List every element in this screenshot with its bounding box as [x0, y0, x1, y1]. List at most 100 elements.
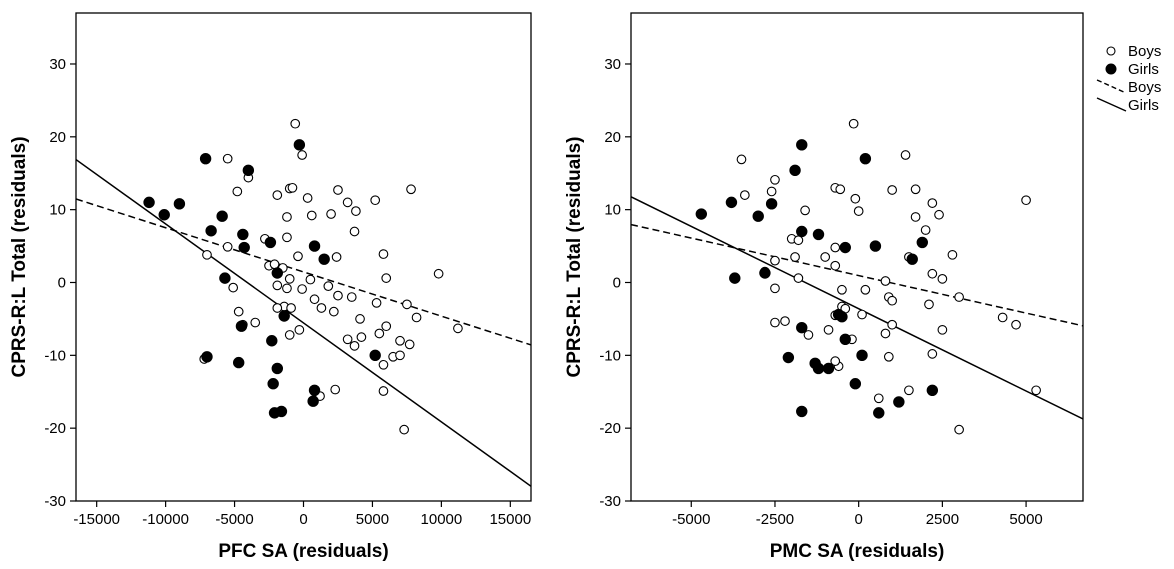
boys-data-point — [381, 321, 392, 332]
girls-data-point — [822, 362, 835, 375]
boys-data-point — [290, 118, 301, 129]
girls-data-point — [201, 351, 213, 363]
girls-data-point — [859, 152, 872, 165]
y-tick-label: -30 — [44, 493, 66, 510]
boys-data-point — [837, 284, 847, 295]
boys-data-point — [900, 150, 911, 160]
boys-data-point — [233, 306, 244, 317]
boys-data-point — [202, 249, 212, 260]
boys-data-point — [739, 190, 750, 200]
boys-data-point — [302, 193, 313, 203]
boys-data-point — [269, 259, 280, 270]
boys-data-point — [793, 235, 804, 246]
girls-data-point — [271, 362, 284, 375]
boys-data-point — [770, 283, 780, 294]
girls-data-point — [232, 356, 245, 369]
legend-dashed-line-icon — [1096, 79, 1127, 94]
boys-data-point — [330, 384, 341, 395]
girls-data-point — [293, 139, 306, 151]
boys-data-point — [736, 154, 747, 165]
y-tick-label: 30 — [604, 56, 621, 73]
legend-label: Girls — [1128, 97, 1159, 114]
y-tick-label: -20 — [44, 420, 66, 437]
girls-data-point — [752, 210, 764, 222]
chart-panel-2: -5000 -2500 0 2500 5000 30 20 10 0 -10 -20 -30 PMC S… — [564, 12, 1084, 562]
boys-data-point — [232, 186, 243, 197]
y-tick-label: 10 — [49, 202, 66, 219]
legend-solid-line-icon — [1096, 97, 1127, 112]
girls-data-point — [318, 253, 330, 265]
boys-data-point — [306, 210, 317, 221]
girls-data-point — [173, 198, 186, 210]
boys-data-point — [294, 324, 305, 335]
x-tick-label: -15000 — [73, 511, 120, 528]
boys-data-point — [411, 312, 422, 323]
x-axis-title: PMC SA (residuals) — [770, 541, 945, 562]
boys-data-point — [331, 252, 342, 262]
boys-data-point — [887, 319, 898, 330]
boys-data-point — [293, 251, 303, 262]
boys-data-point — [342, 197, 353, 208]
boys-data-point — [927, 198, 938, 208]
boys-data-point — [954, 424, 964, 435]
boys-data-point — [404, 339, 415, 350]
boys-data-point — [927, 349, 938, 359]
boys-data-point — [326, 209, 336, 219]
girls-data-point — [729, 272, 741, 284]
boys-data-point — [860, 284, 871, 295]
y-tick-label: -20 — [599, 420, 621, 437]
girls-data-point — [796, 139, 808, 151]
boys-data-point — [374, 328, 385, 339]
boys-data-point — [766, 186, 777, 197]
boys-data-point — [770, 317, 780, 328]
boys-fit-line — [76, 198, 531, 346]
boys-data-point — [284, 274, 295, 284]
girls-data-point — [849, 378, 862, 390]
girls-data-point — [242, 164, 255, 177]
boys-data-point — [924, 299, 934, 310]
boys-data-point — [402, 299, 412, 310]
girls-data-point — [725, 196, 738, 209]
boys-data-point — [800, 205, 810, 216]
boys-data-point — [323, 281, 334, 291]
y-axis-title: CPRS-R:L Total (residuals) — [9, 136, 30, 377]
x-tick-label: 0 — [299, 511, 307, 528]
girls-data-point — [219, 272, 231, 284]
y-axis-title: CPRS-R:L Total (residuals) — [564, 136, 585, 377]
boys-data-point — [342, 334, 353, 345]
boys-data-point — [222, 153, 233, 164]
boys-data-point — [850, 193, 861, 204]
boys-data-point — [378, 359, 389, 370]
y-tick-label: -30 — [599, 493, 621, 510]
boys-data-point — [282, 283, 292, 294]
boys-data-point — [848, 118, 859, 129]
boys-data-point — [780, 316, 790, 326]
x-tick-label: -5000 — [215, 511, 253, 528]
girls-data-point — [906, 253, 918, 265]
boys-data-point — [282, 232, 292, 243]
boys-data-point — [228, 282, 239, 293]
girls-data-point — [275, 405, 288, 418]
boys-data-point — [803, 330, 814, 340]
girls-data-point — [199, 152, 212, 165]
boys-data-point — [927, 268, 938, 279]
boys-data-point — [378, 249, 389, 259]
girls-data-point — [238, 241, 250, 254]
legend-label: Boys — [1128, 79, 1161, 96]
boys-data-point — [395, 335, 405, 346]
y-tick-label: 20 — [49, 129, 66, 146]
boys-data-point — [272, 303, 283, 313]
girls-data-point — [264, 236, 277, 249]
girls-data-point — [271, 267, 284, 279]
chart-panel-1: -15000 -10000 -5000 0 5000 10000 15000 30 20 10 0 -… — [9, 12, 532, 562]
boys-data-point — [934, 209, 944, 220]
boys-data-point — [297, 284, 307, 294]
y-tick-label: 30 — [49, 56, 66, 73]
boys-data-point — [333, 185, 343, 195]
boys-data-point — [887, 295, 898, 306]
x-tick-label: 5000 — [1009, 511, 1042, 528]
x-tick-label: 0 — [855, 511, 863, 528]
boys-data-point — [351, 206, 361, 216]
